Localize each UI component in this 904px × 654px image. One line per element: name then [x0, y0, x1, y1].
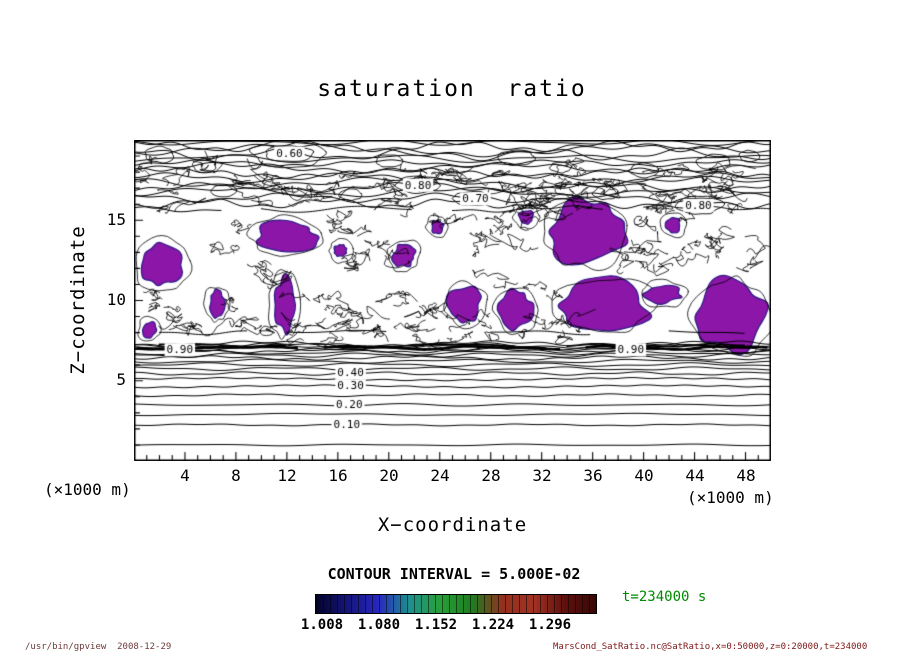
x-tick-label-28: 28 [481, 466, 501, 485]
z-axis-unit-label: (×1000 m) [44, 480, 131, 499]
x-axis-label: X−coordinate [377, 514, 528, 536]
x-tick-label-40: 40 [634, 466, 654, 485]
x-tick-label-12: 12 [277, 466, 297, 485]
colorbar-tick-label-4: 1.224 [471, 617, 515, 633]
y-tick-label-5: 5 [116, 370, 126, 389]
x-tick-label-20: 20 [379, 466, 399, 485]
y-tick-label-15: 15 [106, 210, 126, 229]
contour-plot-canvas [134, 140, 771, 461]
chart-title: saturation ratio [317, 76, 587, 102]
dataset-label: MarsCond_SatRatio.nc@SatRatio,x=0:50000,… [553, 642, 868, 652]
x-tick-label-44: 44 [685, 466, 705, 485]
colorbar-tick-label-5: 1.296 [528, 617, 572, 633]
x-tick-label-24: 24 [430, 466, 450, 485]
x-tick-label-16: 16 [328, 466, 348, 485]
y-tick-label-10: 10 [106, 290, 126, 309]
contour-interval-label: CONTOUR INTERVAL = 5.000E-02 [327, 565, 581, 583]
colorbar-tick-label-2: 1.080 [357, 617, 401, 633]
x-tick-label-48: 48 [736, 466, 756, 485]
x-tick-label-36: 36 [583, 466, 603, 485]
colorbar-tick-label-1: 1.008 [300, 617, 344, 633]
colorbar-tick-label-3: 1.152 [414, 617, 458, 633]
x-tick-label-8: 8 [231, 466, 241, 485]
colorbar [315, 594, 597, 614]
x-tick-label-32: 32 [532, 466, 552, 485]
x-axis-unit-label: (×1000 m) [687, 488, 774, 507]
y-axis-label: Z−coordinate [67, 225, 89, 375]
time-label: t=234000 s [622, 589, 707, 605]
x-tick-label-4: 4 [180, 466, 190, 485]
command-line-label: /usr/bin/gpview 2008-12-29 [25, 642, 172, 652]
